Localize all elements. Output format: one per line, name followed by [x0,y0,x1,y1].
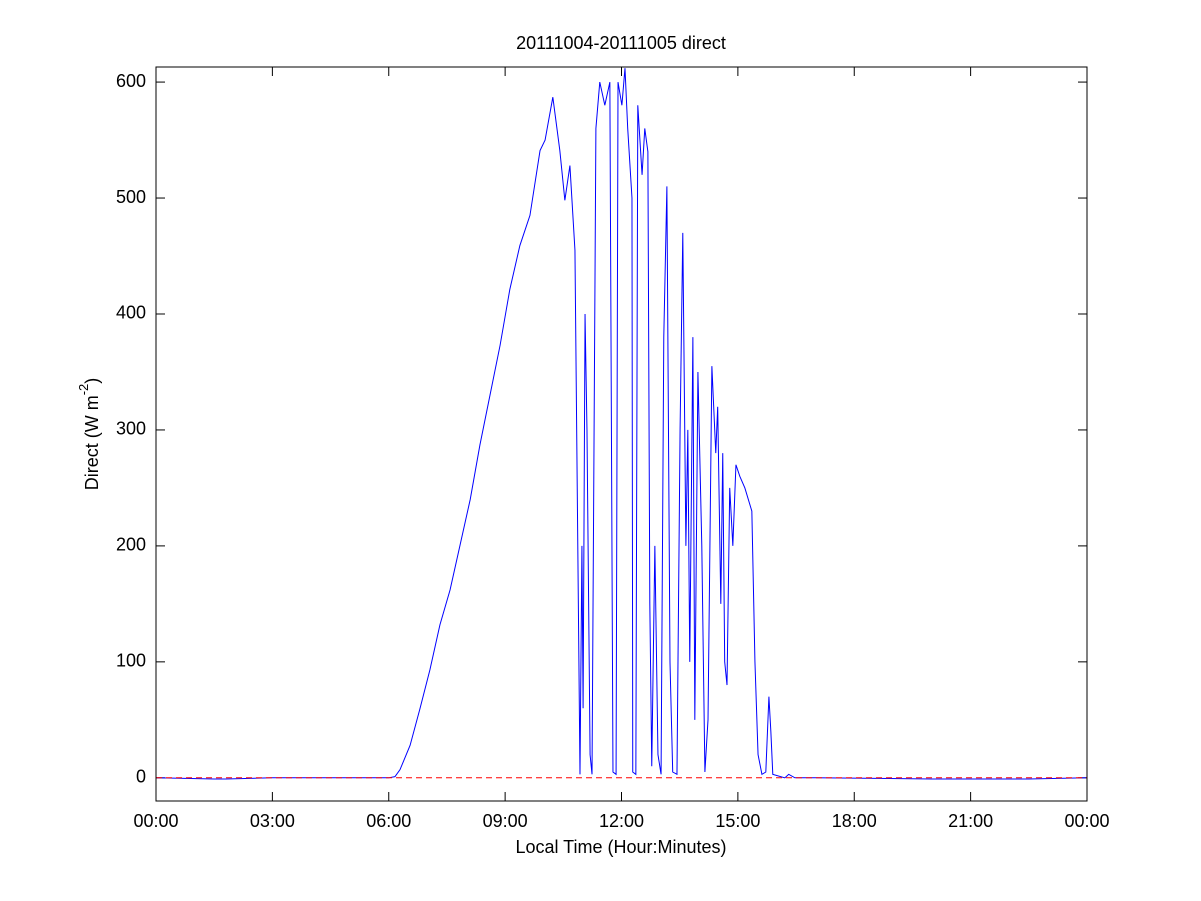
x-tick-label: 00:00 [1064,811,1109,831]
y-axis-title-suffix: ) [82,378,102,384]
x-tick-label: 15:00 [715,811,760,831]
y-tick-label: 600 [116,71,146,91]
y-axis-title-superscript: -2 [76,384,91,396]
y-tick-label: 0 [136,767,146,787]
y-tick-label: 500 [116,187,146,207]
y-tick-label: 200 [116,535,146,555]
y-tick-label: 100 [116,651,146,671]
y-axis-title-text: Direct (W m [82,395,102,490]
x-tick-label: 00:00 [133,811,178,831]
x-tick-label: 18:00 [832,811,877,831]
plot-frame [155,66,1088,802]
x-tick-label: 03:00 [250,811,295,831]
y-axis-title: Direct (W m-2) [76,378,101,491]
x-tick-label: 09:00 [483,811,528,831]
data-line [155,68,1088,780]
x-axis-title: Local Time (Hour:Minutes) [515,837,726,857]
x-tick-label: 06:00 [366,811,411,831]
x-tick-label: 12:00 [599,811,644,831]
chart-title: 20111004-20111005 direct [516,33,726,53]
x-tick-label: 21:00 [948,811,993,831]
y-tick-label: 300 [116,419,146,439]
y-tick-label: 400 [116,303,146,323]
